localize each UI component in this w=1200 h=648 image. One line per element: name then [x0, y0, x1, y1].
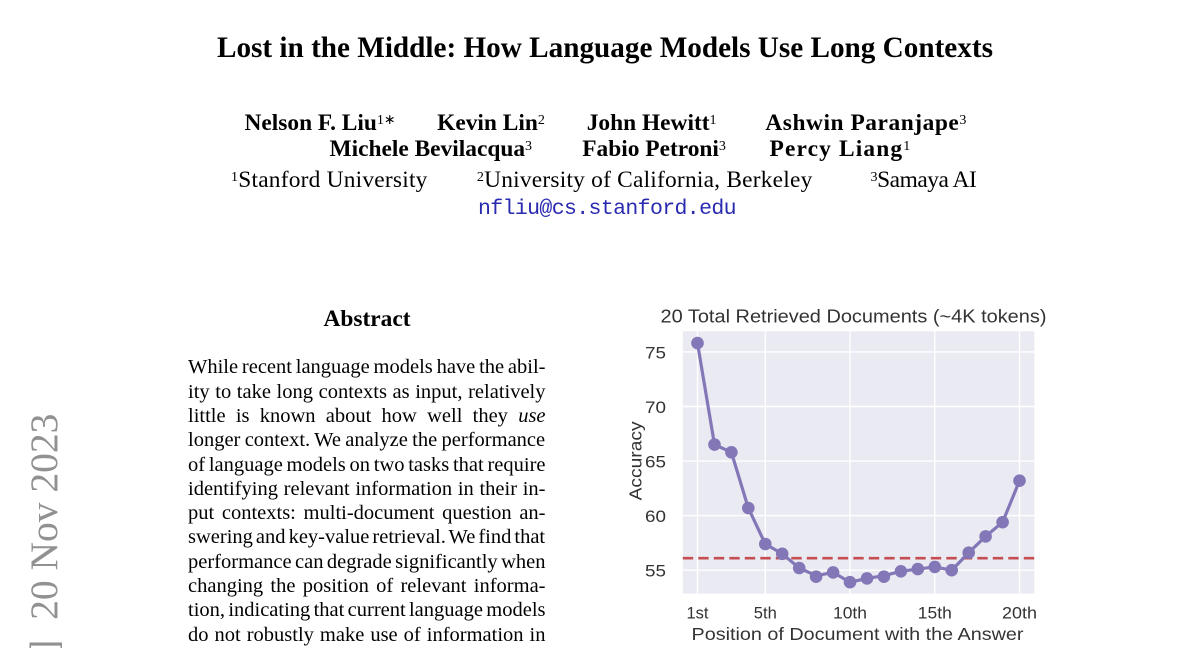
svg-text:70: 70: [645, 399, 666, 417]
svg-text:Accuracy: Accuracy: [626, 421, 646, 500]
svg-text:Position of Document with the: Position of Document with the Answer: [692, 624, 1024, 644]
svg-text:20th: 20th: [1002, 605, 1037, 623]
svg-text:75: 75: [645, 344, 666, 362]
svg-text:5th: 5th: [754, 605, 777, 623]
svg-text:20 Total Retrieved Documents (: 20 Total Retrieved Documents (~4K tokens…: [661, 307, 1047, 327]
svg-text:1st: 1st: [687, 605, 709, 623]
svg-text:15th: 15th: [918, 605, 952, 623]
svg-text:10th: 10th: [833, 605, 867, 623]
svg-text:55: 55: [645, 563, 666, 581]
svg-text:60: 60: [645, 508, 666, 526]
svg-text:65: 65: [645, 454, 666, 472]
